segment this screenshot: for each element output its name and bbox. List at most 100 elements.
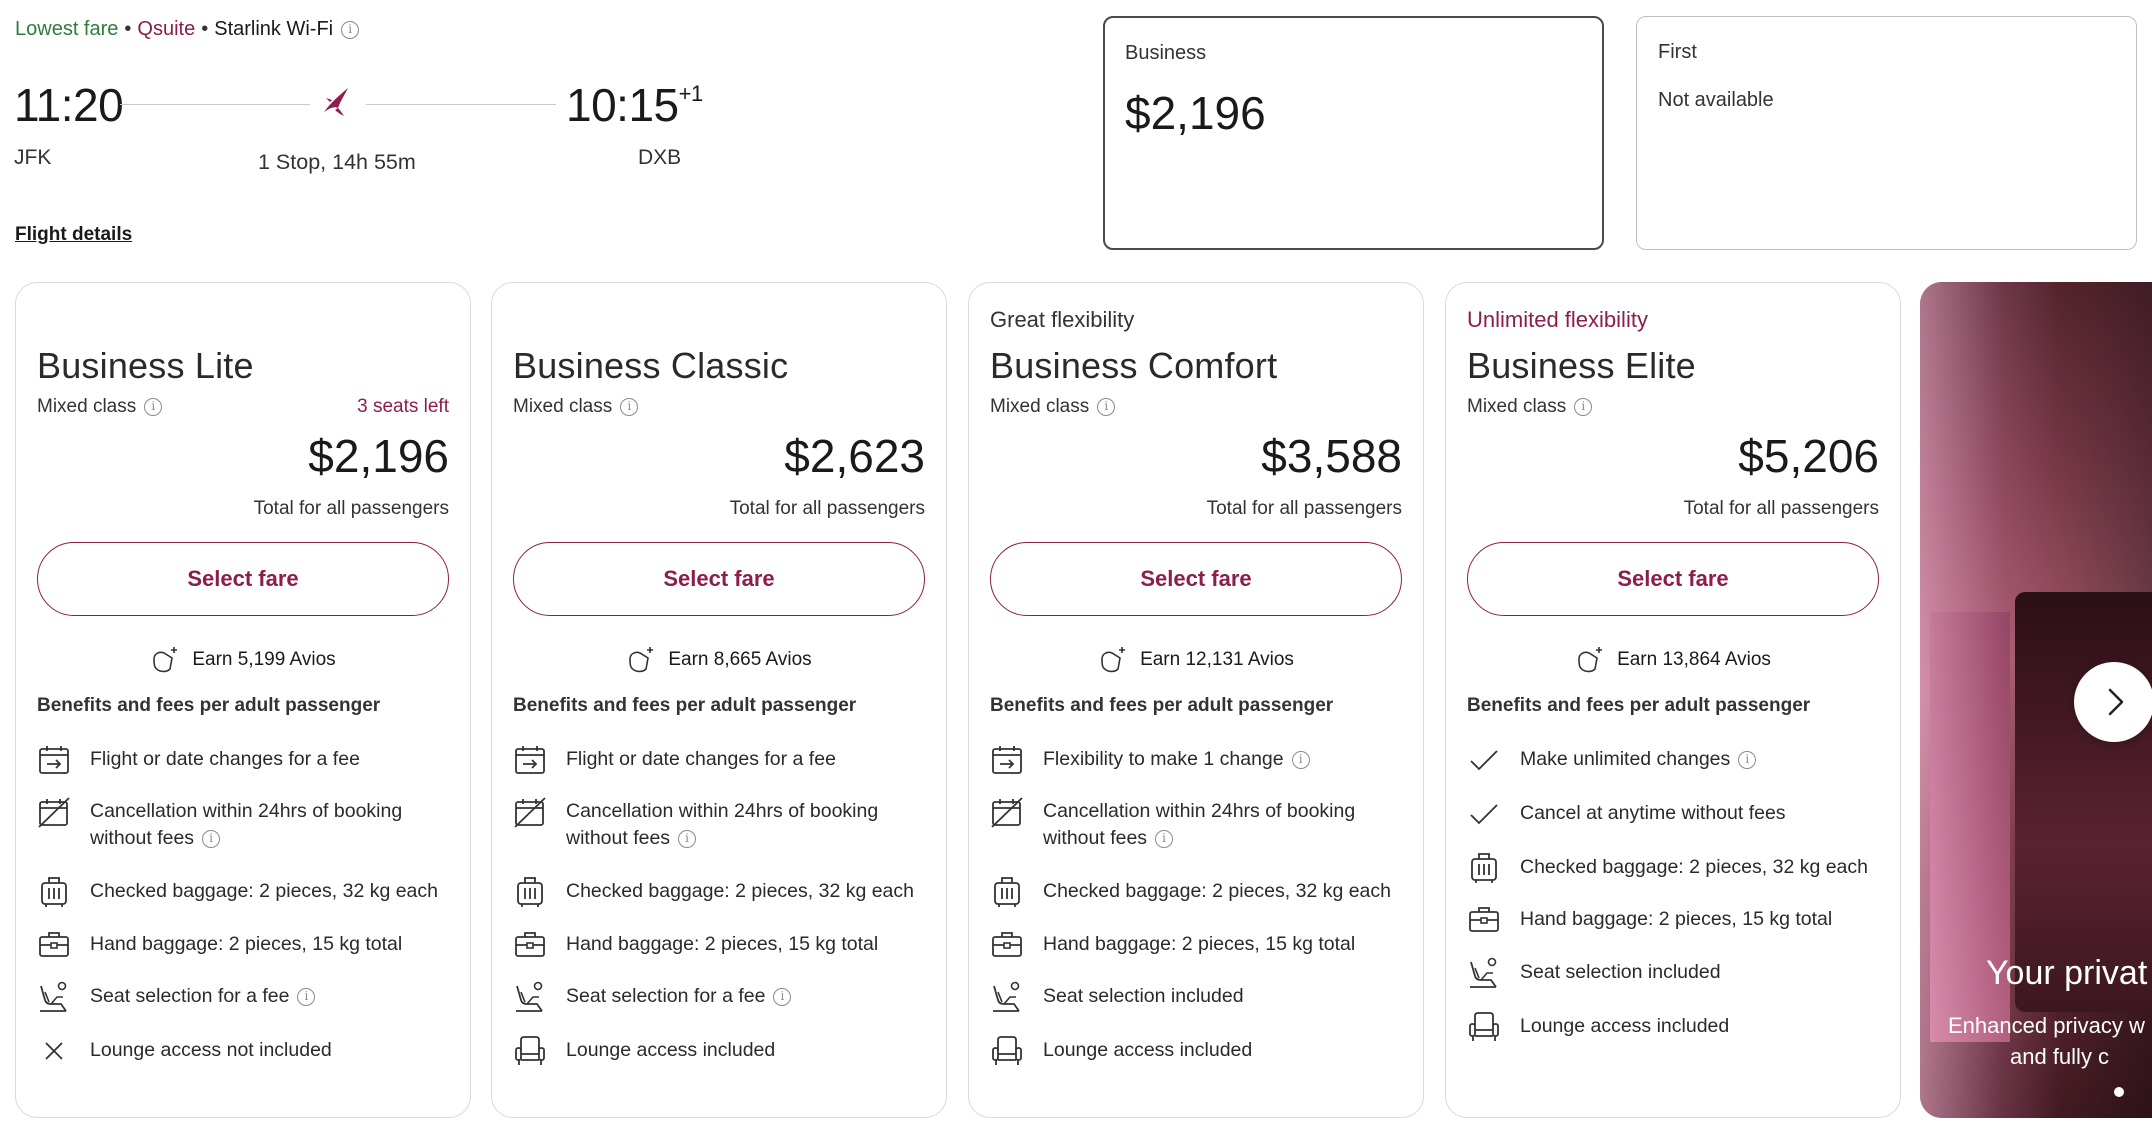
info-icon[interactable]: i xyxy=(678,829,697,848)
benefit-text: Make unlimited changes i xyxy=(1520,746,1890,773)
seat-icon xyxy=(990,980,1024,1014)
avios-text: Earn 13,864 Avios xyxy=(1617,649,1771,671)
carousel-dot[interactable] xyxy=(2114,1087,2124,1097)
select-fare-button[interactable]: Select fare xyxy=(37,542,449,616)
checked-baggage-icon xyxy=(1467,851,1501,885)
qsuite-promo-panel: Your privat Enhanced privacy w and fully… xyxy=(1920,282,2152,1118)
fare-price: $3,588 xyxy=(1261,430,1402,482)
calendar-change-icon xyxy=(37,743,71,777)
check-icon xyxy=(1467,797,1501,831)
info-icon[interactable]: i xyxy=(1155,829,1174,848)
benefits-heading: Benefits and fees per adult passenger xyxy=(990,695,1334,716)
mixed-class-label: Mixed class i xyxy=(1467,396,1593,418)
flight-details-link[interactable]: Flight details xyxy=(15,224,133,245)
benefit-label: Checked baggage: 2 pieces, 32 kg each xyxy=(1520,856,1869,878)
benefit-text: Cancel at anytime without fees xyxy=(1520,800,1890,827)
qsuite-tag: Qsuite xyxy=(137,18,196,40)
price-note: Total for all passengers xyxy=(1206,498,1402,519)
benefit-label: Flexibility to make 1 change xyxy=(1043,748,1284,770)
mixed-class-text: Mixed class xyxy=(990,396,1090,417)
hand-baggage-icon xyxy=(1467,903,1501,937)
info-icon[interactable]: i xyxy=(1291,750,1310,769)
benefits-heading: Benefits and fees per adult passenger xyxy=(37,695,381,716)
benefit-text: Cancellation within 24hrs of booking wit… xyxy=(1043,798,1413,852)
lounge-chair-icon xyxy=(990,1034,1024,1068)
price-note: Total for all passengers xyxy=(1683,498,1879,519)
fare-name: Business Lite xyxy=(37,345,254,386)
arrival-time-value: 10:15 xyxy=(566,79,679,131)
cross-icon xyxy=(37,1034,71,1068)
benefit-text: Flight or date changes for a fee xyxy=(566,746,936,773)
flexibility-tag: Unlimited flexibility xyxy=(1467,307,1648,332)
avios-text: Earn 12,131 Avios xyxy=(1140,649,1294,671)
benefit-text: Lounge access included xyxy=(566,1037,936,1064)
info-icon[interactable]: i xyxy=(144,397,163,416)
benefits-heading: Benefits and fees per adult passenger xyxy=(1467,695,1811,716)
carousel-next-button[interactable] xyxy=(2074,662,2152,742)
cabin-first-tab[interactable]: First Not available xyxy=(1636,16,2137,250)
cabin-label: First xyxy=(1658,41,1697,63)
arrival-time: 10:15+1 xyxy=(566,78,703,132)
info-icon[interactable]: i xyxy=(773,987,792,1006)
benefit-text: Hand baggage: 2 pieces, 15 kg total xyxy=(1043,931,1413,958)
info-icon[interactable]: i xyxy=(1738,750,1757,769)
info-icon[interactable]: i xyxy=(1574,397,1593,416)
benefit-text: Checked baggage: 2 pieces, 32 kg each xyxy=(566,878,936,905)
info-icon[interactable]: i xyxy=(202,829,221,848)
select-fare-button[interactable]: Select fare xyxy=(1467,542,1879,616)
seat-icon xyxy=(1467,956,1501,990)
info-icon[interactable]: i xyxy=(1097,397,1116,416)
benefit-label: Lounge access included xyxy=(566,1039,776,1061)
destination-airport: DXB xyxy=(638,146,682,169)
info-icon[interactable]: i xyxy=(297,987,316,1006)
select-fare-button[interactable]: Select fare xyxy=(990,542,1402,616)
avios-icon xyxy=(1578,647,1603,673)
avios-text: Earn 5,199 Avios xyxy=(192,649,336,671)
origin-airport: JFK xyxy=(14,146,52,169)
benefit-label: Lounge access included xyxy=(1043,1039,1253,1061)
day-offset: +1 xyxy=(678,80,704,106)
calendar-change-icon xyxy=(990,743,1024,777)
benefit-label: Checked baggage: 2 pieces, 32 kg each xyxy=(566,880,915,902)
fare-name: Business Comfort xyxy=(990,345,1278,386)
benefit-text: Seat selection included xyxy=(1043,983,1413,1010)
calendar-cancel-icon xyxy=(513,795,547,829)
promo-subtitle: Enhanced privacy w and fully c xyxy=(1948,1010,2145,1072)
calendar-cancel-icon xyxy=(990,795,1024,829)
benefit-text: Lounge access included xyxy=(1043,1037,1413,1064)
route-line xyxy=(366,104,556,105)
benefit-label: Make unlimited changes xyxy=(1520,748,1731,770)
fare-price: $2,623 xyxy=(784,430,925,482)
benefit-label: Flight or date changes for a fee xyxy=(566,748,836,770)
benefit-text: Hand baggage: 2 pieces, 15 kg total xyxy=(566,931,936,958)
avios-earn: Earn 8,665 Avios xyxy=(492,645,946,675)
flexibility-tag: Great flexibility xyxy=(990,307,1135,332)
avios-earn: Earn 12,131 Avios xyxy=(969,645,1423,675)
benefit-label: Hand baggage: 2 pieces, 15 kg total xyxy=(566,933,879,955)
checked-baggage-icon xyxy=(990,875,1024,909)
flight-duration: 1 Stop, 14h 55m xyxy=(258,150,416,174)
info-icon[interactable]: i xyxy=(620,397,639,416)
mixed-class-label: Mixed class i xyxy=(513,396,639,418)
info-icon[interactable]: i xyxy=(341,20,360,39)
benefit-label: Cancellation within 24hrs of booking wit… xyxy=(90,800,403,849)
benefit-label: Seat selection for a fee xyxy=(566,985,766,1007)
cabin-business-tab[interactable]: Business $2,196 xyxy=(1103,16,1604,250)
benefit-label: Cancellation within 24hrs of booking wit… xyxy=(566,800,879,849)
benefit-text: Flexibility to make 1 change i xyxy=(1043,746,1413,773)
check-icon xyxy=(1467,743,1501,777)
benefit-text: Flight or date changes for a fee xyxy=(90,746,460,773)
avios-text: Earn 8,665 Avios xyxy=(668,649,812,671)
wifi-tag: Starlink Wi-Fi xyxy=(214,18,334,40)
promo-subtitle-line: and fully c xyxy=(2010,1044,2110,1069)
chevron-right-icon xyxy=(2108,688,2124,716)
mixed-class-label: Mixed class i xyxy=(990,396,1116,418)
hand-baggage-icon xyxy=(990,928,1024,962)
select-fare-button[interactable]: Select fare xyxy=(513,542,925,616)
hand-baggage-icon xyxy=(513,928,547,962)
avios-earn: Earn 5,199 Avios xyxy=(16,645,470,675)
seat-icon xyxy=(37,980,71,1014)
avios-earn: Earn 13,864 Avios xyxy=(1446,645,1900,675)
calendar-cancel-icon xyxy=(37,795,71,829)
benefit-label: Cancellation within 24hrs of booking wit… xyxy=(1043,800,1356,849)
